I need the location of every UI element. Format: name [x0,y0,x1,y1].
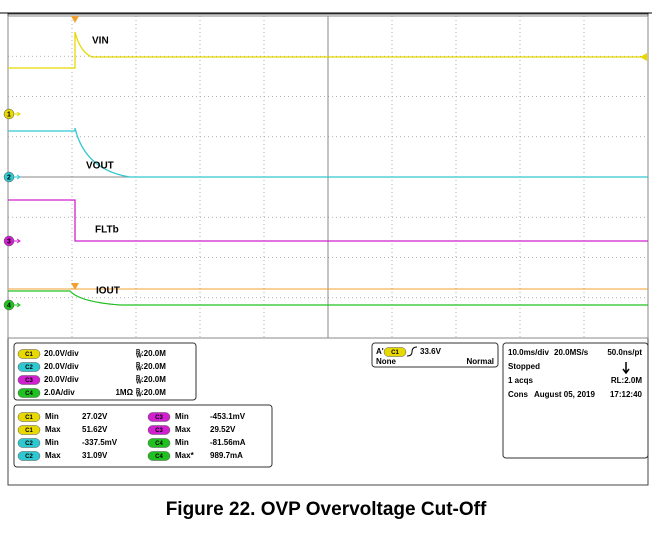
time: 17:12:40 [610,390,643,399]
caption: Figure 22. OVP Overvoltage Cut-Off [166,499,487,520]
channel-badge [147,451,171,461]
trigger-level: 33.6V [420,347,442,356]
stop-icon [622,362,630,375]
trace-label: VIN [92,36,109,47]
measure-name: Min [45,438,59,447]
bw-sub: W [136,393,142,399]
bw-limit: :20.0M [141,388,166,397]
badge-label: C4 [155,441,163,447]
measure-name: Min [175,438,189,447]
badge-label: C1 [391,350,399,356]
vin-arrow [640,53,647,61]
channel-badge [147,438,171,448]
trace-label: FLTb [95,225,119,236]
bw-symbol: B [136,376,141,382]
channel-scale: 20.0V/div [44,362,79,371]
acq-box [502,342,649,459]
impedance: 1MΩ [115,388,133,397]
badge-label: C1 [25,428,33,434]
trigger-marker-top [71,16,79,23]
trigger-mode: None [376,357,397,366]
measure-name: Min [45,412,59,421]
channel-scale: 20.0V/div [44,349,79,358]
marker-arrow [14,174,21,180]
badge-label: C1 [25,352,33,358]
edge-icon [406,346,418,357]
badge-label: C4 [155,454,163,460]
badge-label: C1 [25,415,33,421]
bw-sub: W [136,380,142,386]
timebase: 10.0ms/div [508,348,549,357]
channel-badge [147,412,171,422]
marker-arrow [14,238,21,244]
trace-label: VOUT [86,161,114,172]
measure-value: 989.7mA [210,451,243,460]
channel-badge [17,425,41,435]
bw-limit: :20.0M [141,362,166,371]
resolution: 50.0ns/pt [607,348,642,357]
badge-label: C3 [25,378,33,384]
channel-badge [17,362,41,372]
channel-box [13,342,197,401]
measure-value: 31.09V [82,451,108,460]
channel-badge [17,438,41,448]
bw-symbol: B [136,350,141,356]
vout-trace [8,127,648,178]
badge-label: C2 [25,454,33,460]
cons: Cons [508,390,529,399]
channel-badge [17,388,41,398]
channel-badge [17,349,41,359]
date: August 05, 2019 [534,390,595,399]
badge-label: C2 [25,441,33,447]
channel-scale: 20.0V/div [44,375,79,384]
acqs: 1 acqs [508,376,533,385]
measure-value: -453.1mV [210,412,246,421]
measure-value: -337.5mV [82,438,118,447]
trace-label: IOUT [96,286,120,297]
trigger-marker [71,283,79,290]
vin-trace [8,31,648,69]
measure-value: -81.56mA [210,438,246,447]
measure-value: 29.52V [210,425,236,434]
rate: 20.0MS/s [554,348,589,357]
channel-badge [17,375,41,385]
measure-name: Min [175,412,189,421]
badge-label: C4 [25,391,33,397]
measure-name: Max [175,425,191,434]
trigger-sweep: Normal [466,357,494,366]
state: Stopped [508,362,540,371]
marker-label: 2 [7,174,11,181]
bw-sub: W [136,354,142,360]
bw-sub: W [136,367,142,373]
measure-name: Max* [175,451,195,460]
bw-limit: :20.0M [141,349,166,358]
measure-name: Max [45,425,61,434]
channel-badge [17,451,41,461]
channel-badge [17,412,41,422]
measure-value: 51.62V [82,425,108,434]
record: RL:2.0M [611,376,642,385]
fltb-trace [8,199,648,242]
channel-scale: 2.0A/div [44,388,75,397]
marker-label: 1 [7,111,11,118]
bw-symbol: B [136,363,141,369]
badge-label: C3 [155,428,163,434]
marker-label: 4 [7,302,11,309]
measure-box [13,404,273,468]
marker-arrow [14,302,21,308]
channel-badge [147,425,171,435]
marker-label: 3 [7,238,11,245]
bw-limit: :20.0M [141,375,166,384]
measure-name: Max [45,451,61,460]
channel-badge [383,347,407,357]
badge-label: C3 [155,415,163,421]
measure-value: 27.02V [82,412,108,421]
badge-label: C2 [25,365,33,371]
bw-symbol: B [136,389,141,395]
iout-trace [8,290,648,306]
marker-arrow [14,111,21,117]
trigger-source: A' [376,347,384,356]
